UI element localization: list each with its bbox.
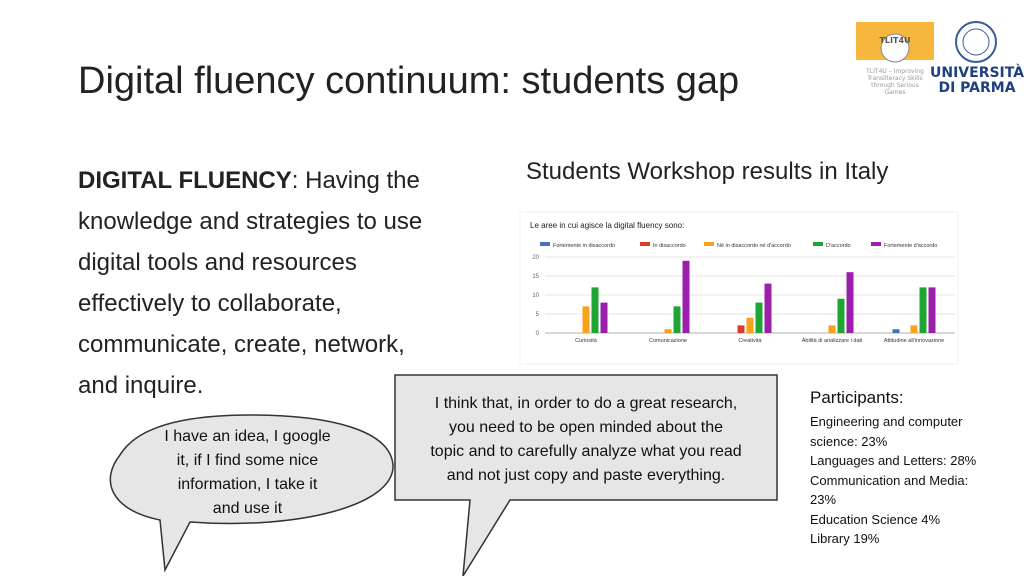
project-tagline: TLIT4U – Improving Transliteracy Skills th…	[856, 68, 934, 96]
bar	[828, 325, 836, 333]
bar	[755, 302, 763, 333]
seal-inner	[962, 28, 990, 56]
bar	[582, 306, 590, 333]
university-name: UNIVERSITÀ DI PARMA	[930, 66, 1024, 96]
tagline-line: TLIT4U – Improving	[866, 68, 924, 75]
tagline-line: Games	[884, 89, 906, 96]
legend-swatch	[540, 242, 550, 246]
y-tick-label: 10	[532, 293, 539, 299]
project-name: TLIT4U	[879, 36, 911, 45]
bar	[664, 329, 672, 333]
participant-item: Library 19%	[810, 531, 880, 546]
bar	[600, 302, 608, 333]
tagline-line: through Serious	[871, 82, 919, 89]
legend-label: Fortemente d'accordo	[884, 243, 937, 249]
x-tick-label: Abilità di analizzare i dati	[802, 338, 863, 344]
legend-swatch	[813, 242, 823, 246]
participant-item: Communication and Media: 23%	[810, 472, 969, 508]
project-logo-panel	[856, 60, 934, 100]
bar	[682, 260, 690, 333]
definition-term: DIGITAL FLUENCY	[78, 167, 292, 194]
callout-line: you need to be open minded about the	[449, 419, 723, 436]
y-tick-label: 15	[532, 274, 539, 280]
definition-text: : Having the	[291, 167, 420, 194]
logo-ring	[880, 33, 910, 63]
participants-list: Engineering and computer science: 23% Lan…	[810, 412, 995, 549]
bar	[919, 287, 927, 333]
university-line: DI PARMA	[938, 80, 1016, 96]
bar	[746, 317, 754, 333]
callout-text: I think that, in order to do a great res…	[398, 392, 774, 488]
chart: Le aree in cui agisce la digital fluency…	[519, 211, 959, 365]
definition-line: knowledge and strategies to use	[78, 201, 422, 242]
legend-swatch	[871, 242, 881, 246]
bar	[892, 329, 900, 333]
definition-line: DIGITAL FLUENCY: Having the	[78, 160, 422, 201]
definition-line: digital tools and resources	[78, 242, 422, 283]
legend-swatch	[704, 242, 714, 246]
bubble-text: I have an idea, I google it, if I find so…	[130, 425, 365, 521]
participants: Participants: Engineering and computer s…	[810, 388, 995, 549]
definition-text: digital tools and resources	[78, 249, 357, 276]
slide-title: Digital fluency continuum: students gap	[78, 60, 740, 102]
participant-item: Languages and Letters: 28%	[810, 453, 977, 468]
bar	[846, 272, 854, 333]
definition-text: and inquire.	[78, 372, 204, 399]
bar	[591, 287, 599, 333]
chart-heading: Students Workshop results in Italy	[526, 158, 889, 185]
chart-title: Le aree in cui agisce la digital fluency…	[530, 221, 684, 230]
callout-line: and not just copy and paste everything.	[446, 467, 726, 484]
bubble-line: I have an idea, I google	[164, 428, 331, 445]
x-tick-label: Curiosità	[575, 338, 598, 344]
definition: DIGITAL FLUENCY: Having the knowledge and…	[78, 160, 422, 406]
x-tick-label: Creatività	[738, 338, 762, 344]
university-seal	[955, 21, 997, 63]
y-tick-label: 5	[536, 312, 540, 318]
x-tick-label: Comunicazione	[649, 338, 687, 344]
definition-line: communicate, create, network,	[78, 324, 422, 365]
legend-label: Fortemente in disaccordo	[553, 243, 615, 249]
y-tick-label: 20	[532, 255, 539, 261]
callout-line: topic and to carefully analyze what you …	[430, 443, 742, 460]
y-tick-label: 0	[536, 331, 540, 337]
bubble-line: it, if I find some nice	[176, 452, 319, 469]
bar	[837, 298, 845, 333]
university-line: UNIVERSITÀ	[930, 65, 1024, 81]
bar	[673, 306, 681, 333]
participants-title: Participants:	[810, 388, 904, 407]
legend-label: D'accordo	[826, 243, 851, 249]
definition-text: knowledge and strategies to use	[78, 208, 423, 235]
x-tick-label: Attitudine all'innovazione	[884, 338, 944, 344]
legend-label: In disaccordo	[653, 243, 686, 249]
participant-item: Engineering and computer science: 23%	[810, 414, 963, 449]
tagline-line: Transliteracy Skills	[867, 75, 923, 82]
callout-line: I think that, in order to do a great res…	[434, 395, 738, 412]
bubble-line: and use it	[212, 500, 283, 517]
chart-background	[519, 211, 959, 365]
definition-text: communicate, create, network,	[78, 331, 405, 358]
bar	[910, 325, 918, 333]
bar	[737, 325, 745, 333]
bar	[764, 283, 772, 333]
definition-text: effectively to collaborate,	[78, 290, 342, 317]
definition-line: and inquire.	[78, 365, 422, 406]
callout-box	[394, 374, 778, 576]
definition-line: effectively to collaborate,	[78, 283, 422, 324]
speech-bubble	[109, 414, 394, 573]
legend-label: Né in disaccordo né d'accordo	[717, 243, 791, 249]
bar	[928, 287, 936, 333]
bubble-line: information, I take it	[177, 476, 318, 493]
legend-swatch	[640, 242, 650, 246]
participant-item: Education Science 4%	[810, 511, 941, 527]
